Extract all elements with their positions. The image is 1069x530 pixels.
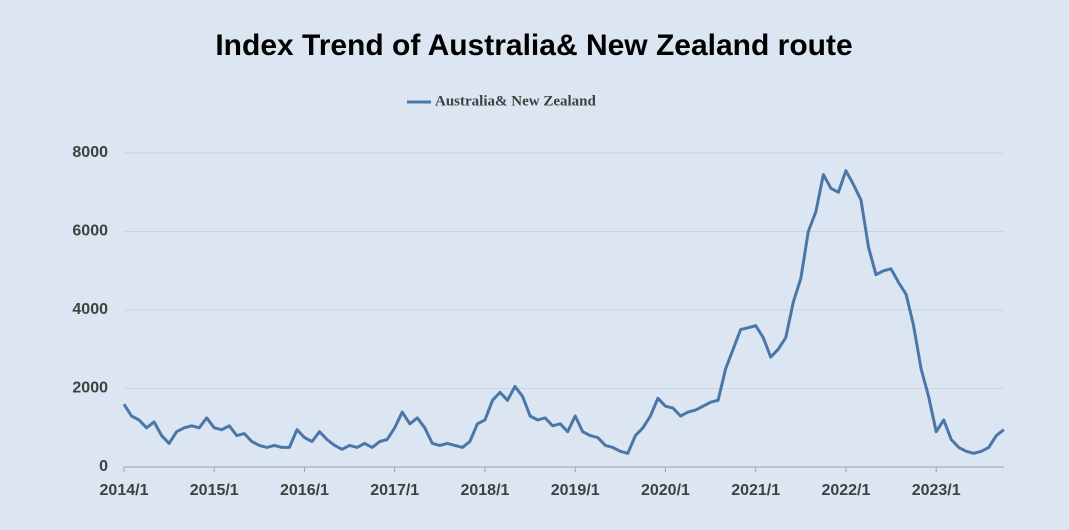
x-tick-label: 2023/1 xyxy=(912,482,961,499)
x-tick-label: 2016/1 xyxy=(280,482,329,499)
legend-label: Australia& New Zealand xyxy=(435,93,596,109)
chart-title: Index Trend of Australia& New Zealand ro… xyxy=(215,29,852,62)
y-tick-label: 2000 xyxy=(72,380,108,397)
y-tick-label: 0 xyxy=(99,458,108,475)
x-tick-label: 2022/1 xyxy=(821,482,870,499)
x-tick-label: 2014/1 xyxy=(100,482,149,499)
x-tick-label: 2015/1 xyxy=(190,482,239,499)
x-tick-label: 2018/1 xyxy=(460,482,509,499)
x-tick-label: 2020/1 xyxy=(641,482,690,499)
y-tick-label: 8000 xyxy=(72,144,108,161)
y-tick-label: 6000 xyxy=(72,223,108,240)
series-line xyxy=(122,169,1005,455)
x-tick-label: 2017/1 xyxy=(370,482,419,499)
y-tick-label: 4000 xyxy=(72,301,108,318)
x-tick-label: 2021/1 xyxy=(731,482,780,499)
x-tick-label: 2019/1 xyxy=(551,482,600,499)
